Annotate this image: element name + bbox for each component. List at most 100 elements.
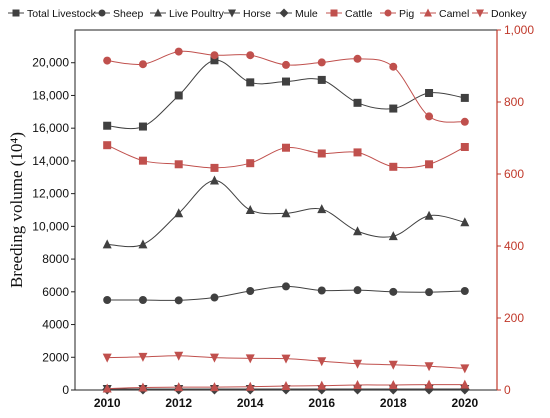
data-point-donkey — [102, 353, 112, 363]
data-point-sheep — [282, 282, 290, 291]
data-point-pig — [246, 51, 255, 60]
data-point-sheep — [138, 296, 147, 304]
legend-label-mule: Mule — [295, 8, 318, 20]
series-pig — [103, 47, 469, 126]
y-right-tick-label: 1,000 — [504, 23, 534, 37]
data-point-donkey — [353, 359, 363, 369]
legend-label-camel: Camel — [439, 8, 469, 20]
data-point-sheep — [460, 287, 469, 295]
data-point-live-poultry — [460, 217, 470, 227]
x-tick-label: 2012 — [165, 396, 192, 410]
data-point-total-livestock — [317, 75, 326, 84]
legend-item-pig: Pig — [380, 8, 414, 20]
legend-marker — [279, 8, 289, 18]
y-right-tick-label: 200 — [504, 311, 524, 325]
data-point-live-poultry — [138, 239, 148, 249]
data-point-donkey — [460, 364, 470, 374]
data-point-donkey — [281, 354, 291, 364]
legend-item-camel: Camel — [420, 8, 469, 20]
legend-label-cattle: Cattle — [345, 8, 373, 20]
data-point-total-livestock — [138, 122, 147, 131]
legend-marker — [384, 9, 392, 17]
data-point-camel — [138, 382, 148, 392]
legend-marker — [424, 8, 432, 17]
data-point-cattle — [460, 143, 469, 151]
data-point-sheep — [210, 293, 219, 302]
y-axis-title: Breeding volume (10⁴) — [7, 132, 26, 288]
y-right-tick-label: 800 — [504, 95, 524, 109]
data-point-pig — [353, 54, 362, 63]
data-point-live-poultry — [245, 205, 255, 214]
series-live-poultry — [102, 175, 470, 249]
tick-labels: 0200040006000800010,00012,00014,00016,00… — [32, 23, 534, 410]
data-point-live-poultry — [353, 226, 363, 236]
data-point-live-poultry — [317, 204, 327, 214]
data-point-pig — [425, 112, 434, 121]
data-point-pig — [317, 58, 326, 67]
data-point-pig — [282, 60, 290, 69]
data-point-live-poultry — [174, 208, 184, 218]
legend-marker — [154, 8, 162, 17]
legend-label-donkey: Donkey — [491, 8, 527, 20]
data-point-cattle — [282, 143, 290, 152]
y-left-tick-label: 16,000 — [32, 121, 69, 135]
data-point-total-livestock — [103, 121, 112, 130]
data-point-total-livestock — [460, 93, 469, 102]
data-point-sheep — [174, 296, 183, 305]
legend-marker — [476, 9, 484, 18]
data-point-live-poultry — [102, 239, 112, 249]
legend: Total Livestock Sheep Live Poultry Horse Mul… — [8, 8, 527, 20]
series-cattle — [103, 141, 469, 172]
y-left-tick-label: 14,000 — [32, 154, 69, 168]
data-point-cattle — [174, 160, 183, 169]
legend-item-horse: Horse — [224, 8, 271, 20]
series-total-livestock — [103, 56, 469, 131]
legend-marker — [228, 9, 236, 18]
legend-label-horse: Horse — [243, 8, 271, 20]
data-point-live-poultry — [281, 208, 291, 218]
data-point-camel — [174, 382, 184, 392]
y-right-tick-label: 400 — [504, 239, 524, 253]
legend-item-cattle: Cattle — [326, 8, 373, 20]
data-point-total-livestock — [174, 91, 183, 100]
y-left-tick-label: 2000 — [42, 350, 69, 364]
data-point-total-livestock — [246, 78, 255, 87]
data-point-camel — [388, 379, 398, 389]
data-point-total-livestock — [425, 89, 434, 97]
legend-marker — [330, 9, 338, 17]
legend-label-pig: Pig — [399, 8, 414, 20]
data-point-camel — [460, 379, 470, 389]
legend-label-sheep: Sheep — [113, 8, 144, 20]
x-tick-label: 2014 — [237, 396, 264, 410]
data-point-sheep — [353, 286, 362, 295]
y-left-tick-label: 10,000 — [32, 219, 69, 233]
x-tick-label: 2016 — [308, 396, 335, 410]
data-point-total-livestock — [282, 77, 290, 86]
data-point-donkey — [388, 360, 398, 370]
data-point-camel — [353, 379, 363, 389]
data-point-camel — [317, 380, 327, 390]
data-point-live-poultry — [424, 210, 434, 220]
data-point-pig — [103, 56, 112, 65]
legend-item-total-livestock: Total Livestock — [8, 8, 97, 20]
y-left-tick-label: 6000 — [42, 285, 69, 299]
data-point-donkey — [174, 351, 184, 361]
data-point-camel — [209, 382, 219, 392]
data-point-cattle — [210, 163, 219, 172]
data-point-pig — [174, 47, 183, 56]
data-point-cattle — [317, 149, 326, 158]
data-point-pig — [389, 62, 398, 71]
x-tick-label: 2020 — [451, 396, 478, 410]
data-point-cattle — [389, 162, 398, 171]
series-sheep — [103, 282, 469, 305]
legend-label-live-poultry: Live Poultry — [169, 8, 225, 20]
legend-item-sheep: Sheep — [94, 8, 144, 20]
series-donkey — [102, 351, 470, 374]
data-point-donkey — [138, 352, 148, 362]
data-point-camel — [281, 381, 291, 391]
data-point-cattle — [353, 148, 362, 157]
legend-item-mule: Mule — [276, 8, 318, 20]
data-point-pig — [138, 60, 147, 69]
data-point-live-poultry — [388, 231, 398, 241]
